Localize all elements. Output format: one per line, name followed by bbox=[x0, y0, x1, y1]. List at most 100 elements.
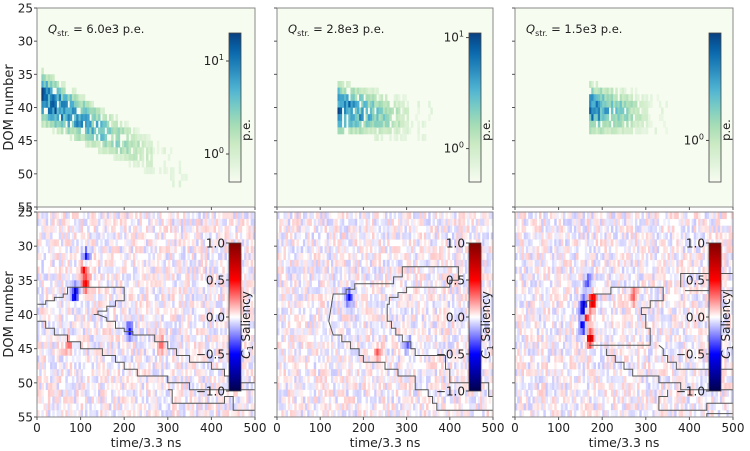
heatmap-cell bbox=[67, 127, 70, 135]
heatmap-cell bbox=[132, 160, 136, 168]
heatmap-cell bbox=[115, 246, 118, 254]
heatmap-cell bbox=[287, 273, 291, 281]
heatmap-cell bbox=[196, 218, 199, 226]
heatmap-cell bbox=[348, 294, 351, 302]
heatmap-cell bbox=[608, 120, 612, 128]
heatmap-cell bbox=[220, 376, 223, 384]
heatmap-cell bbox=[71, 389, 75, 397]
heatmap-cell bbox=[621, 120, 625, 128]
heatmap-cell bbox=[339, 355, 343, 363]
heatmap-cell bbox=[237, 218, 241, 226]
heatmap-cell bbox=[41, 246, 44, 254]
heatmap-cell bbox=[82, 287, 86, 295]
heatmap-cell bbox=[391, 307, 394, 315]
heatmap-cell bbox=[341, 253, 345, 261]
heatmap-cell bbox=[174, 259, 177, 267]
heatmap-cell bbox=[60, 273, 64, 281]
heatmap-cell bbox=[369, 239, 373, 247]
heatmap-cell bbox=[447, 362, 451, 370]
heatmap-cell bbox=[354, 376, 358, 384]
heatmap-cell bbox=[78, 376, 81, 384]
heatmap-cell bbox=[389, 382, 392, 390]
heatmap-cell bbox=[191, 355, 195, 363]
heatmap-cell bbox=[172, 376, 175, 384]
heatmap-cell bbox=[204, 259, 208, 267]
heatmap-cell bbox=[410, 266, 414, 274]
heatmap-cell bbox=[209, 410, 212, 417]
heatmap-cell bbox=[393, 287, 397, 295]
heatmap-cell bbox=[47, 314, 51, 322]
heatmap-cell bbox=[311, 294, 315, 302]
heatmap-cell bbox=[89, 232, 92, 240]
heatmap-cell bbox=[408, 259, 412, 267]
heatmap-cell bbox=[148, 239, 151, 247]
heatmap-cell bbox=[193, 259, 197, 267]
heatmap-cell bbox=[132, 335, 136, 343]
heatmap-cell bbox=[441, 348, 444, 356]
heatmap-cell bbox=[130, 389, 134, 397]
heatmap-cell bbox=[226, 341, 230, 349]
heatmap-cell bbox=[624, 100, 627, 108]
heatmap-cell bbox=[397, 218, 401, 226]
heatmap-cell bbox=[439, 280, 442, 288]
heatmap-cell bbox=[426, 369, 429, 377]
heatmap-cell bbox=[365, 114, 369, 122]
heatmap-cell bbox=[95, 259, 99, 267]
heatmap-cell bbox=[60, 87, 64, 95]
heatmap-cell bbox=[80, 369, 84, 377]
heatmap-cell bbox=[93, 273, 97, 281]
heatmap-cell bbox=[454, 218, 457, 226]
heatmap-cell bbox=[220, 403, 223, 411]
colorbar-label: p.e. bbox=[479, 119, 493, 141]
heatmap-cell bbox=[128, 369, 132, 377]
heatmap-cell bbox=[50, 107, 53, 115]
heatmap-cell bbox=[634, 127, 638, 135]
heatmap-cell bbox=[222, 341, 225, 349]
heatmap-cell bbox=[289, 239, 293, 247]
heatmap-cell bbox=[408, 335, 412, 343]
heatmap-cell bbox=[220, 348, 223, 356]
heatmap-cell bbox=[318, 232, 321, 240]
heatmap-cell bbox=[374, 87, 377, 95]
heatmap-cell bbox=[415, 253, 418, 261]
heatmap-cell bbox=[139, 341, 142, 349]
heatmap-cell bbox=[613, 114, 616, 122]
heatmap-cell bbox=[54, 266, 57, 274]
heatmap-cell bbox=[78, 341, 81, 349]
heatmap-cell bbox=[139, 280, 142, 288]
heatmap-cell bbox=[595, 87, 599, 95]
heatmap-cell bbox=[80, 273, 84, 281]
heatmap-cell bbox=[241, 369, 245, 377]
heatmap-cell bbox=[246, 266, 249, 274]
heatmap-cell bbox=[372, 127, 375, 135]
heatmap-cell bbox=[165, 167, 169, 175]
heatmap-cell bbox=[224, 410, 227, 417]
heatmap-cell bbox=[415, 114, 418, 122]
heatmap-cell bbox=[180, 218, 184, 226]
heatmap-cell bbox=[141, 294, 145, 302]
heatmap-cell bbox=[189, 382, 193, 390]
heatmap-cell bbox=[58, 396, 62, 404]
heatmap-cell bbox=[432, 314, 435, 322]
heatmap-cell bbox=[167, 300, 171, 308]
heatmap-cell bbox=[39, 280, 42, 288]
heatmap-cell bbox=[172, 410, 175, 417]
heatmap-cell bbox=[106, 362, 110, 370]
heatmap-cell bbox=[467, 259, 470, 267]
heatmap-cell bbox=[296, 287, 299, 295]
heatmap-cell bbox=[141, 266, 145, 274]
heatmap-cell bbox=[80, 335, 84, 343]
heatmap-cell bbox=[187, 362, 190, 370]
heatmap-cell bbox=[172, 294, 175, 302]
heatmap-cell bbox=[161, 355, 164, 363]
y-tick-label: 50 bbox=[18, 376, 33, 390]
heatmap-cell bbox=[343, 100, 347, 108]
heatmap-cell bbox=[397, 266, 401, 274]
heatmap-cell bbox=[93, 239, 97, 247]
heatmap-cell bbox=[58, 389, 62, 397]
heatmap-cell bbox=[458, 300, 461, 308]
heatmap-cell bbox=[361, 114, 364, 122]
heatmap-cell bbox=[287, 294, 291, 302]
heatmap-cell bbox=[135, 212, 138, 220]
heatmap-cell bbox=[341, 259, 345, 267]
